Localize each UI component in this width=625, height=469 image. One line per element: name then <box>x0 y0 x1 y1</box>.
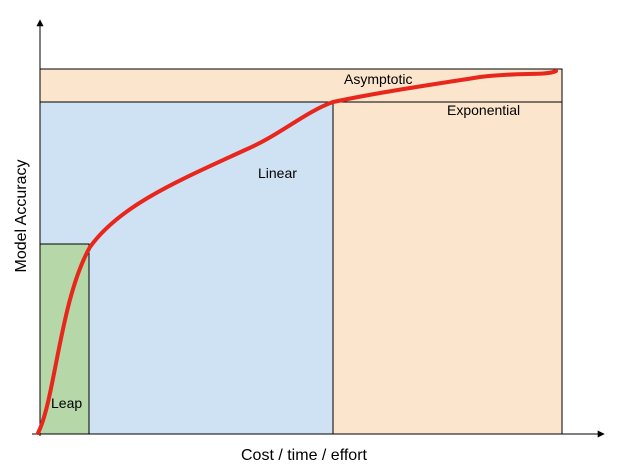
exponential-region <box>332 101 563 435</box>
accuracy-curve <box>36 69 558 435</box>
asymptotic-label: Asymptotic <box>344 71 412 87</box>
x-axis-label: Cost / time / effort <box>241 447 368 464</box>
linear-label: Linear <box>258 165 297 181</box>
leap-label: Leap <box>51 395 82 411</box>
y-axis-label: Model Accuracy <box>13 160 30 273</box>
asymptotic-region <box>39 68 563 103</box>
exponential-label: Exponential <box>447 102 520 118</box>
